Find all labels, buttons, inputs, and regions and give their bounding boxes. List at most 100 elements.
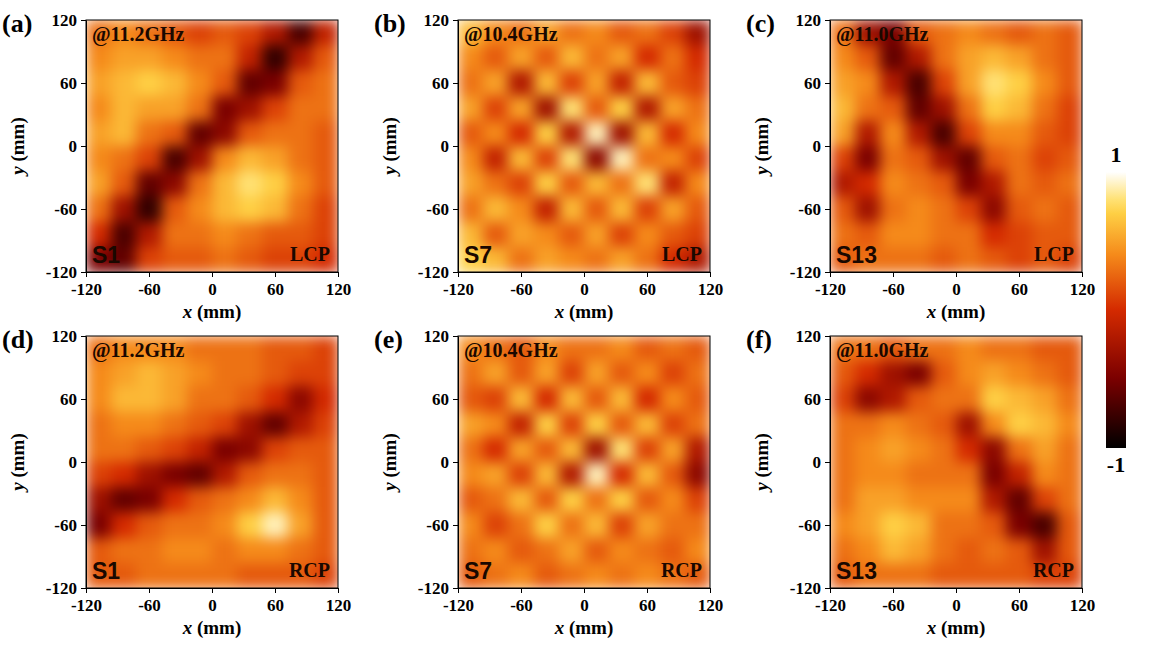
cell — [1006, 20, 1032, 46]
cell — [634, 563, 660, 588]
cell — [660, 121, 686, 147]
tick: -60 — [882, 272, 905, 299]
cell — [237, 96, 263, 122]
cell — [956, 20, 982, 46]
cell — [609, 146, 635, 172]
cell — [660, 70, 686, 96]
cell — [136, 437, 162, 463]
cell — [559, 196, 585, 222]
cell — [162, 412, 188, 438]
cell — [685, 70, 710, 96]
cell — [634, 512, 660, 538]
cell — [855, 512, 881, 538]
cell — [559, 20, 585, 46]
cell — [1057, 336, 1082, 362]
cell — [534, 171, 560, 197]
cell — [262, 247, 288, 272]
cell — [187, 20, 213, 46]
tick-label: 60 — [432, 74, 449, 93]
cell — [288, 20, 314, 46]
cell — [534, 512, 560, 538]
tick: 60 — [432, 74, 458, 93]
cell — [508, 487, 534, 513]
cell — [1006, 146, 1032, 172]
tick-mark — [212, 272, 213, 277]
cell — [906, 563, 932, 588]
tick-mark — [453, 83, 458, 84]
tick-label: 120 — [1070, 596, 1096, 615]
panel-label: (f) — [746, 325, 772, 354]
cell — [458, 437, 484, 463]
cell — [483, 146, 509, 172]
cell — [237, 487, 263, 513]
cell — [1006, 196, 1032, 222]
cell — [1057, 487, 1082, 513]
cell — [187, 386, 213, 412]
cell — [313, 121, 338, 147]
cell — [534, 437, 560, 463]
colorbar: -11 — [1106, 142, 1126, 477]
cell — [634, 146, 660, 172]
panel: -120-60060120-120-60060120x (mm)@10.4GHz… — [418, 11, 723, 323]
cell — [262, 361, 288, 387]
tick: 60 — [1011, 588, 1028, 615]
cell — [584, 222, 610, 248]
cell — [534, 412, 560, 438]
cell — [559, 171, 585, 197]
cell — [956, 512, 982, 538]
cell — [609, 538, 635, 564]
tick-mark — [1082, 588, 1083, 593]
cell — [609, 386, 635, 412]
cell — [288, 121, 314, 147]
cell — [1057, 171, 1082, 197]
tick: -60 — [138, 272, 161, 299]
cells — [86, 336, 338, 588]
cell — [584, 96, 610, 122]
cell — [634, 386, 660, 412]
tick-label: 120 — [424, 327, 450, 346]
tick-mark — [81, 525, 86, 526]
tick: -120 — [418, 579, 458, 598]
cell — [1032, 336, 1058, 362]
cell — [212, 487, 238, 513]
tick-label: 0 — [580, 596, 589, 615]
cell — [458, 512, 484, 538]
cell — [956, 487, 982, 513]
cell — [660, 437, 686, 463]
tick: -60 — [510, 588, 533, 615]
cell — [111, 196, 137, 222]
cell — [634, 45, 660, 71]
plot-area — [830, 20, 1082, 272]
cell — [830, 487, 856, 513]
colorbar-scale — [1106, 172, 1126, 448]
tick-mark — [1019, 588, 1020, 593]
tick: 60 — [639, 588, 656, 615]
cell — [508, 146, 534, 172]
cell — [162, 512, 188, 538]
tick-mark — [453, 209, 458, 210]
cell — [981, 247, 1007, 272]
y-axis: -120-60060120 — [790, 327, 831, 598]
axis-line — [458, 337, 459, 589]
tick-mark — [453, 336, 458, 337]
tick-label: -120 — [71, 280, 102, 299]
cell — [1057, 146, 1082, 172]
y-axis: -120-60060120 — [790, 11, 831, 282]
cell — [559, 386, 585, 412]
tick-mark — [149, 588, 150, 593]
cells — [458, 336, 710, 588]
tick: 0 — [580, 588, 589, 615]
cell — [830, 386, 856, 412]
cell — [111, 437, 137, 463]
tick-mark — [584, 588, 585, 593]
cell — [1032, 171, 1058, 197]
cells — [830, 336, 1082, 588]
cell — [880, 247, 906, 272]
cell — [880, 146, 906, 172]
cell — [262, 222, 288, 248]
cell — [660, 361, 686, 387]
tick-label: 60 — [639, 596, 656, 615]
x-axis-title: x (mm) — [554, 617, 614, 639]
cell — [288, 45, 314, 71]
sample-label: S13 — [836, 558, 877, 584]
